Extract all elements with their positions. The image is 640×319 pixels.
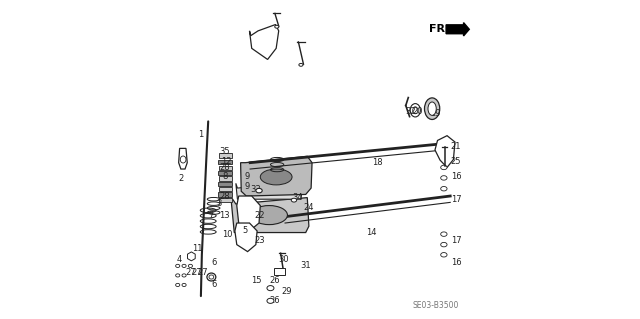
Text: 17: 17: [451, 236, 461, 245]
Text: 7: 7: [208, 211, 214, 219]
Text: 9: 9: [244, 173, 250, 182]
Text: 16: 16: [451, 258, 461, 267]
Ellipse shape: [441, 187, 447, 191]
Ellipse shape: [182, 264, 186, 268]
Ellipse shape: [424, 98, 440, 120]
Ellipse shape: [182, 283, 186, 286]
Ellipse shape: [256, 189, 262, 193]
Text: 2: 2: [179, 174, 184, 183]
Ellipse shape: [207, 273, 216, 281]
Ellipse shape: [175, 283, 180, 286]
Text: 24: 24: [303, 203, 314, 211]
Text: 23: 23: [254, 236, 264, 245]
Ellipse shape: [267, 298, 274, 303]
Text: 10: 10: [223, 230, 233, 239]
Text: 1: 1: [198, 130, 203, 138]
Text: 34: 34: [292, 193, 303, 202]
Text: 25: 25: [451, 157, 461, 166]
Text: 11: 11: [193, 244, 203, 253]
Text: 28: 28: [220, 163, 230, 172]
Text: 12: 12: [221, 157, 232, 166]
FancyBboxPatch shape: [219, 176, 232, 181]
Text: 18: 18: [372, 158, 383, 167]
Text: 27: 27: [191, 268, 202, 277]
Ellipse shape: [441, 242, 447, 247]
Polygon shape: [231, 197, 309, 233]
Text: 30: 30: [278, 255, 289, 264]
Text: 33: 33: [251, 185, 262, 194]
Text: 16: 16: [451, 173, 461, 182]
Ellipse shape: [275, 25, 279, 28]
Polygon shape: [237, 196, 260, 231]
FancyBboxPatch shape: [219, 187, 232, 191]
Text: 27: 27: [198, 268, 209, 277]
Text: 27: 27: [185, 268, 196, 277]
FancyBboxPatch shape: [219, 198, 232, 202]
Text: 5: 5: [242, 226, 248, 235]
Text: 9: 9: [244, 182, 250, 191]
FancyArrow shape: [446, 23, 469, 36]
Text: 3: 3: [217, 199, 222, 208]
Ellipse shape: [441, 176, 447, 180]
Ellipse shape: [441, 253, 447, 257]
Polygon shape: [179, 148, 188, 169]
FancyBboxPatch shape: [218, 160, 232, 164]
Text: 6: 6: [211, 258, 217, 267]
Ellipse shape: [175, 274, 180, 277]
Text: 8: 8: [223, 173, 228, 182]
Text: 15: 15: [251, 276, 261, 285]
FancyBboxPatch shape: [218, 192, 232, 197]
Text: 21: 21: [451, 142, 461, 151]
Ellipse shape: [410, 104, 420, 117]
Ellipse shape: [251, 205, 287, 225]
FancyBboxPatch shape: [218, 182, 232, 186]
Text: 31: 31: [300, 261, 311, 271]
Text: 6: 6: [211, 280, 217, 289]
FancyBboxPatch shape: [275, 268, 285, 275]
Ellipse shape: [182, 274, 186, 277]
Text: 22: 22: [254, 211, 264, 219]
Polygon shape: [435, 136, 455, 167]
Polygon shape: [241, 156, 312, 196]
Text: 35: 35: [220, 147, 230, 156]
Ellipse shape: [267, 286, 274, 291]
Ellipse shape: [441, 165, 447, 170]
Text: 29: 29: [281, 287, 292, 296]
Text: 26: 26: [270, 296, 280, 305]
Ellipse shape: [260, 169, 292, 185]
Ellipse shape: [188, 264, 193, 268]
Ellipse shape: [175, 264, 180, 268]
FancyBboxPatch shape: [219, 166, 232, 170]
Ellipse shape: [428, 102, 436, 115]
Text: 17: 17: [451, 195, 461, 204]
Ellipse shape: [291, 198, 297, 202]
Polygon shape: [236, 182, 303, 199]
Text: 4: 4: [177, 255, 182, 264]
Text: SE03-B3500: SE03-B3500: [412, 301, 458, 310]
Ellipse shape: [299, 63, 303, 66]
Text: 20: 20: [413, 108, 423, 116]
FancyBboxPatch shape: [218, 171, 232, 175]
Polygon shape: [235, 223, 257, 252]
Text: FR.: FR.: [429, 24, 450, 34]
Text: 32: 32: [405, 108, 416, 116]
FancyBboxPatch shape: [219, 153, 232, 158]
Text: 13: 13: [220, 211, 230, 219]
Text: 26: 26: [270, 276, 280, 285]
Text: 14: 14: [366, 228, 376, 237]
Text: 28: 28: [220, 191, 230, 201]
Text: 19: 19: [431, 109, 441, 118]
Ellipse shape: [441, 232, 447, 236]
Polygon shape: [250, 25, 278, 59]
